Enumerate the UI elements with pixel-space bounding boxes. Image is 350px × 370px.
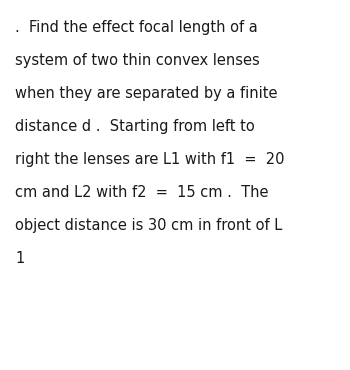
Text: cm and L2 with f2  =  15 cm .  The: cm and L2 with f2 = 15 cm . The	[15, 185, 268, 200]
Text: 1: 1	[15, 251, 24, 266]
Text: .  Find the effect focal length of a: . Find the effect focal length of a	[15, 20, 258, 35]
Text: when they are separated by a finite: when they are separated by a finite	[15, 86, 278, 101]
Text: object distance is 30 cm in front of L: object distance is 30 cm in front of L	[15, 218, 282, 233]
Text: distance d .  Starting from left to: distance d . Starting from left to	[15, 119, 255, 134]
Text: system of two thin convex lenses: system of two thin convex lenses	[15, 53, 260, 68]
Text: right the lenses are L1 with f1  =  20: right the lenses are L1 with f1 = 20	[15, 152, 285, 167]
